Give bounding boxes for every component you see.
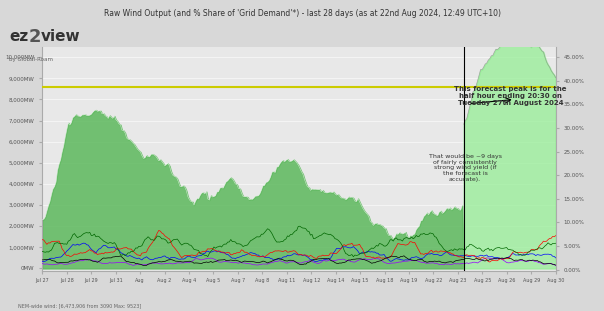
Text: This forecast peak is for the
half hour ending 20:30 on
Tuesday 27th August 2024: This forecast peak is for the half hour … xyxy=(454,86,567,106)
Text: 2: 2 xyxy=(29,28,42,45)
Text: NEM-wide wind: [6,473,906 from 3090 Max: 9523]: NEM-wide wind: [6,473,906 from 3090 Max:… xyxy=(18,303,141,308)
Text: by Global-Roam: by Global-Roam xyxy=(9,57,53,63)
Text: Raw Wind Output (and % Share of 'Grid Demand'*) - last 28 days (as at 22nd Aug 2: Raw Wind Output (and % Share of 'Grid De… xyxy=(103,9,501,18)
Text: That would be ~9 days
of fairly consistently
strong wind yield (if
the forecast : That would be ~9 days of fairly consiste… xyxy=(429,154,501,182)
Text: view: view xyxy=(40,29,80,44)
Text: ez: ez xyxy=(9,29,28,44)
